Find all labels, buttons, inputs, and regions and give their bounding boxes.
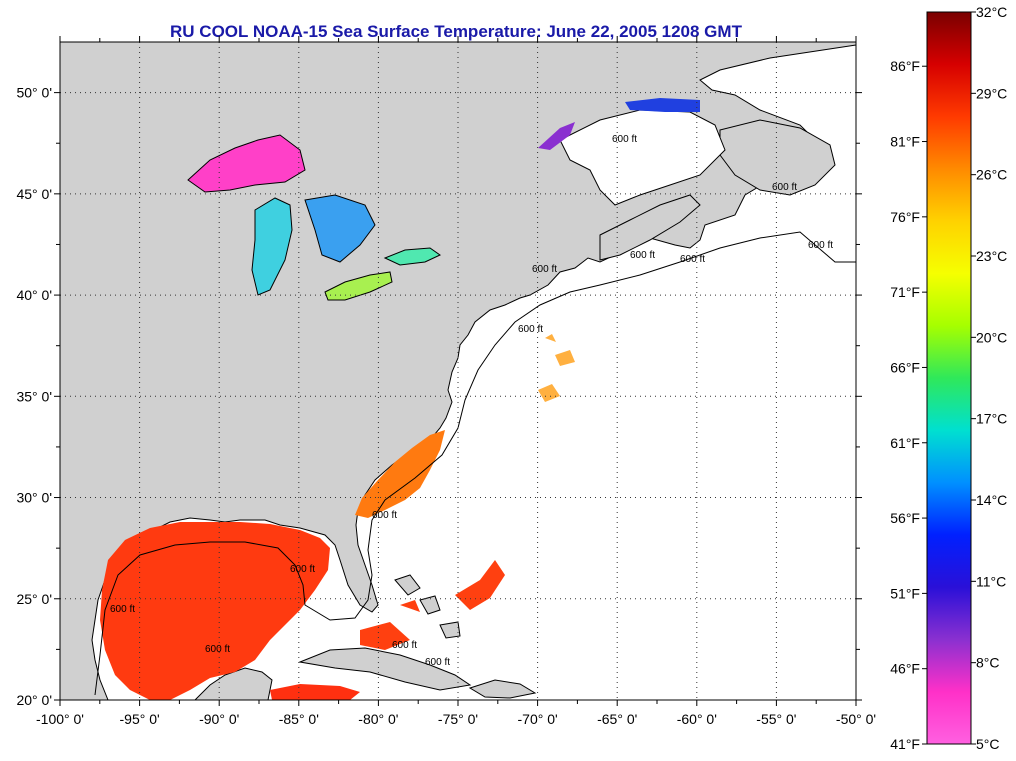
fahrenheit-label: 76°F xyxy=(890,209,920,225)
map-plot-area: 600 ft 600 ft 600 ft 600 ft 600 ft 600 f… xyxy=(60,42,856,700)
contour-label: 600 ft xyxy=(290,564,315,575)
lat-tick-label: 25° 0' xyxy=(16,591,52,607)
lon-tick-label: -100° 0' xyxy=(36,711,84,727)
map-title: RU COOL NOAA-15 Sea Surface Temperature:… xyxy=(170,22,742,41)
celsius-label: 14°C xyxy=(976,492,1007,508)
caribbean-south-sst xyxy=(270,684,360,700)
colorbar xyxy=(926,11,972,745)
celsius-label: 23°C xyxy=(976,248,1007,264)
north-shore-sst xyxy=(625,98,700,112)
map-axes: -100° 0' -95° 0' -90° 0' -85° 0' -80° 0' -75°… xyxy=(16,36,876,727)
contour-label: 600 ft xyxy=(205,644,230,655)
lon-tick-label: -70° 0' xyxy=(518,711,558,727)
celsius-label: 20°C xyxy=(976,329,1007,345)
lon-tick-label: -75° 0' xyxy=(438,711,478,727)
contour-label: 600 ft xyxy=(612,134,637,145)
celsius-label: 32°C xyxy=(976,4,1007,20)
contour-label: 600 ft xyxy=(425,657,450,668)
celsius-label: 8°C xyxy=(976,655,1000,671)
lon-tick-label: -60° 0' xyxy=(677,711,717,727)
newfoundland-land xyxy=(719,119,836,196)
lake-huron xyxy=(304,194,376,263)
lat-tick-label: 30° 0' xyxy=(16,490,52,506)
contour-label: 600 ft xyxy=(532,264,557,275)
contour-label: 600 ft xyxy=(518,324,543,335)
lake-michigan xyxy=(251,197,293,296)
lat-tick-label: 20° 0' xyxy=(16,692,52,708)
lon-tick-label: -65° 0' xyxy=(597,711,637,727)
celsius-label: 17°C xyxy=(976,411,1007,427)
lake-erie xyxy=(324,271,393,301)
fahrenheit-label: 41°F xyxy=(890,736,920,752)
lon-tick-label: -80° 0' xyxy=(358,711,398,727)
cuba-land xyxy=(298,647,472,691)
st-lawrence-estuary-sst xyxy=(538,122,575,150)
lon-tick-label: -55° 0' xyxy=(756,711,796,727)
yucatan-land xyxy=(194,667,273,700)
fahrenheit-label: 51°F xyxy=(890,585,920,601)
caribbean-sst-patches xyxy=(360,560,505,650)
gulf-stream-sst xyxy=(355,430,445,518)
contour-label: 600 ft xyxy=(392,640,417,651)
fahrenheit-label: 86°F xyxy=(890,58,920,74)
contour-label: 600 ft xyxy=(372,510,397,521)
lat-tick-label: 45° 0' xyxy=(16,186,52,202)
lon-tick-label: -95° 0' xyxy=(120,711,160,727)
nova-scotia-land xyxy=(599,194,701,261)
contour-label: 600 ft xyxy=(110,604,135,615)
fahrenheit-label: 66°F xyxy=(890,359,920,375)
fahrenheit-label: 56°F xyxy=(890,510,920,526)
contour-label: 600 ft xyxy=(680,254,705,265)
lake-ontario xyxy=(383,247,441,266)
fahrenheit-label: 46°F xyxy=(890,661,920,677)
lat-tick-label: 50° 0' xyxy=(16,85,52,101)
celsius-label: 29°C xyxy=(976,85,1007,101)
gulf-of-mexico-sst xyxy=(100,522,330,700)
isobath-600ft xyxy=(94,231,856,696)
contour-label: 600 ft xyxy=(808,240,833,251)
celsius-label: 26°C xyxy=(976,167,1007,183)
fahrenheit-label: 61°F xyxy=(890,435,920,451)
offshore-sst-patches xyxy=(538,334,575,402)
celsius-label: 11°C xyxy=(976,573,1006,589)
fahrenheit-label: 81°F xyxy=(890,134,920,150)
hispaniola-land xyxy=(468,679,537,699)
lake-superior xyxy=(187,134,306,193)
fahrenheit-label: 71°F xyxy=(890,284,920,300)
lat-tick-label: 40° 0' xyxy=(16,287,52,303)
lat-tick-label: 35° 0' xyxy=(16,388,52,404)
celsius-label: 5°C xyxy=(976,736,1000,752)
contour-label: 600 ft xyxy=(630,250,655,261)
bahamas-islands xyxy=(394,574,461,639)
lon-tick-label: -90° 0' xyxy=(199,711,239,727)
contour-label: 600 ft xyxy=(772,182,797,193)
lon-tick-label: -50° 0' xyxy=(836,711,876,727)
lon-tick-label: -85° 0' xyxy=(279,711,319,727)
colorbar-labels: 32°C 29°C 26°C 23°C 20°C 17°C 14°C 11°C 8°C 5°C 86… xyxy=(890,4,1007,752)
